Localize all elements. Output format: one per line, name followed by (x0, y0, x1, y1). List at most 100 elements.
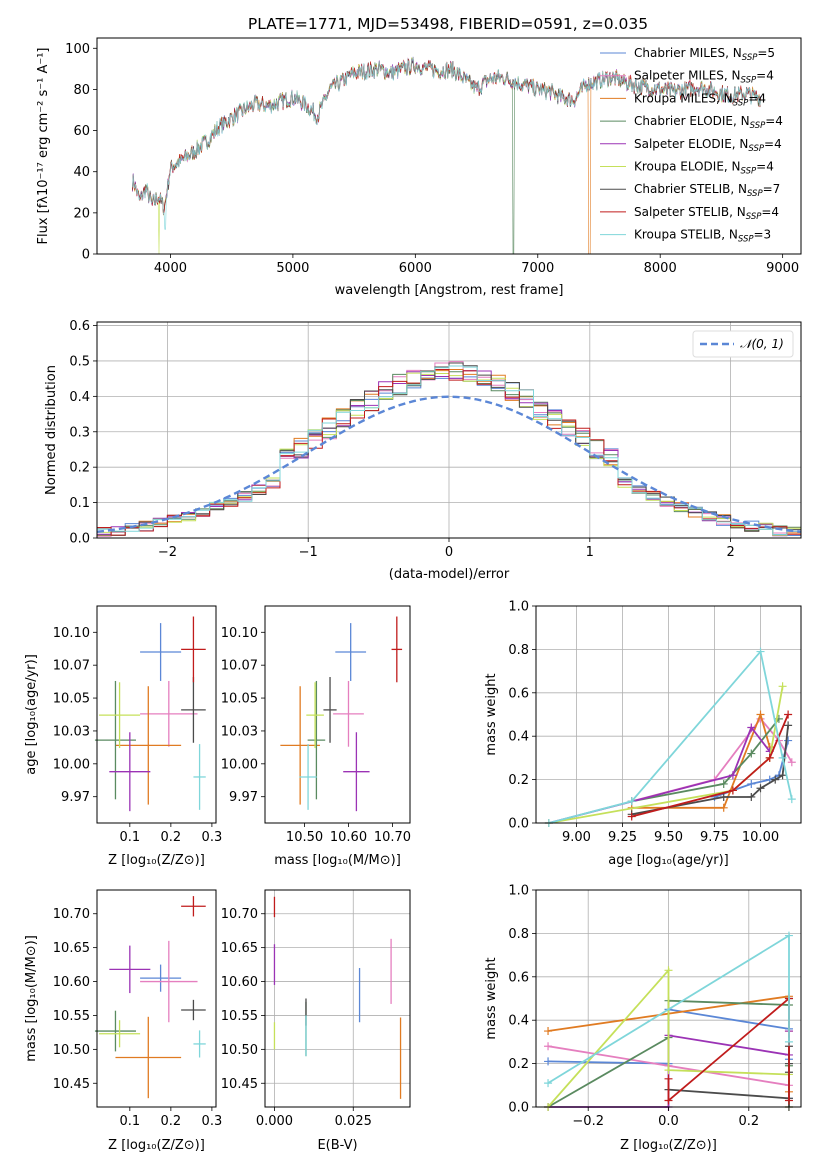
age-vs-mass-panel: 10.50 10.60 10.70 9.97 10.00 10.03 10.05 10.07 1… (221, 605, 411, 868)
mass-vs-Z-xtick-label: 0.3 (202, 1114, 223, 1129)
weight-point (778, 753, 787, 762)
weight-vs-Z-panel: −0.2 0.0 0.2 0.0 0.2 0.4 0.6 0.8 1.0 Z [log₁₀(Z/Z… (484, 884, 802, 1153)
spectrum-title: PLATE=1771, MJD=53498, FIBERID=0591, z=0… (248, 15, 648, 33)
spectrum-legend: Chabrier MILES, NSSP=5 Salpeter MILES, NS… (600, 46, 783, 245)
residual-ytick-label: 0.1 (69, 496, 90, 511)
age-vs-Z-ytick-label: 10.03 (53, 724, 90, 739)
spectrum-xtick-label: 4000 (154, 261, 187, 276)
mass-vs-Z-ticks: 0.1 0.2 0.3 10.45 10.50 10.55 10.60 10.65 10.70 (53, 907, 222, 1129)
weight-vs-age-ytick-label: 0.8 (508, 643, 529, 658)
weight-point (544, 1057, 553, 1066)
spectrum-ytick-label: 60 (73, 124, 90, 139)
age-vs-Z-xtick-label: 0.1 (119, 830, 140, 845)
spectrum-ytick-label: 80 (73, 83, 90, 98)
mass-vs-EBV-ytick-label: 10.65 (221, 941, 258, 956)
residual-ytick-label: 0.5 (69, 354, 90, 369)
weight-point (784, 1096, 793, 1105)
weight-point (544, 1027, 553, 1036)
weight-point (784, 931, 793, 940)
age-vs-mass-xtick-label: 10.70 (374, 830, 411, 845)
mass-vs-EBV-axes (264, 889, 411, 1108)
age-vs-mass-ticks: 10.50 10.60 10.70 9.97 10.00 10.03 10.05 10.07 1… (221, 626, 411, 845)
legend-label: Kroupa MILES, NSSP=4 (634, 91, 766, 108)
residual-ylabel: Normed distribution (44, 365, 59, 495)
spectrum-ytick-label: 100 (65, 42, 90, 57)
legend-label: Salpeter MILES, NSSP=4 (634, 69, 774, 86)
mass-vs-Z-xtick-label: 0.1 (119, 1114, 140, 1129)
weight-point (747, 779, 756, 788)
residual-ticks: −2 −1 0 1 2 0.0 0.1 0.2 0.3 0.4 0.5 0.6 (69, 319, 734, 560)
age-vs-Z-ytick-label: 10.10 (53, 626, 90, 641)
weight-point (719, 803, 728, 812)
residual-xtick-label: 0 (445, 545, 453, 560)
age-vs-mass-ytick-label: 10.03 (221, 724, 258, 739)
legend-label: Salpeter ELODIE, NSSP=4 (634, 137, 782, 154)
residual-ytick-label: 0.0 (69, 532, 90, 547)
age-vs-mass-ytick-label: 10.10 (221, 626, 258, 641)
mass-vs-Z-ytick-label: 10.65 (53, 941, 90, 956)
residual-ytick-label: 0.6 (69, 319, 90, 334)
age-vs-Z-xlabel: Z [log₁₀(Z/Z⊙)] (108, 853, 205, 868)
weight-point (778, 771, 787, 780)
mass-vs-Z-panel: 0.1 0.2 0.3 10.45 10.50 10.55 10.60 10.65 10.70 Z… (24, 889, 222, 1153)
legend-label: Kroupa ELODIE, NSSP=4 (634, 160, 774, 177)
spectrum-ytick-label: 20 (73, 206, 90, 221)
weight-point (756, 784, 765, 793)
weight-vs-Z-ticks: −0.2 0.0 0.2 0.0 0.2 0.4 0.6 0.8 1.0 (508, 884, 759, 1130)
spectrum-series-line (132, 57, 761, 230)
weight-point (765, 753, 774, 762)
age-vs-mass-axes (264, 605, 411, 824)
weight-point (784, 721, 793, 730)
weight-vs-Z-ylabel: mass weight (484, 957, 499, 1039)
mass-vs-EBV-xtick-label: 0.000 (256, 1114, 293, 1129)
weight-point (784, 1037, 793, 1046)
mass-vs-EBV-ytick-label: 10.50 (221, 1043, 258, 1058)
weight-vs-Z-marks (544, 931, 793, 1111)
weight-point (756, 647, 765, 656)
weight-vs-age-xtick-label: 10.00 (742, 830, 779, 845)
mass-vs-Z-ytick-label: 10.55 (53, 1009, 90, 1024)
spectrum-xtick-label: 5000 (276, 261, 309, 276)
age-vs-Z-marks (94, 616, 206, 812)
weight-series-line (548, 686, 784, 824)
spectrum-ytick-label: 0 (82, 248, 90, 263)
spectrum-ylabel: Flux [fλ10⁻¹⁷ erg cm⁻² s⁻¹ A⁻¹] (36, 48, 51, 245)
weight-vs-age-marks (544, 647, 796, 827)
age-vs-Z-ytick-label: 10.00 (53, 757, 90, 772)
weight-vs-age-xtick-label: 9.25 (608, 830, 637, 845)
residual-histogram (97, 369, 801, 536)
weight-vs-age-ytick-label: 0.6 (508, 686, 529, 701)
mass-vs-Z-axes (96, 889, 217, 1108)
weight-point (664, 1074, 673, 1083)
weight-point (747, 749, 756, 758)
spectrum-xtick-label: 9000 (766, 261, 799, 276)
weight-vs-Z-xlabel: Z [log₁₀(Z/Z⊙)] (620, 1138, 717, 1153)
residual-panel: −2 −1 0 1 2 0.0 0.1 0.2 0.3 0.4 0.5 0.6 (data-model… (44, 319, 802, 582)
age-vs-Z-axes (96, 605, 217, 824)
spectrum-xlabel: wavelength [Angstrom, rest frame] (335, 283, 564, 298)
age-vs-Z-ylabel: age [log₁₀(age/yr)] (24, 654, 39, 775)
weight-vs-age-xtick-label: 9.50 (654, 830, 683, 845)
weight-vs-Z-xtick-label: 0.0 (658, 1114, 679, 1129)
weight-vs-Z-ytick-label: 1.0 (508, 884, 529, 899)
mass-vs-EBV-panel: 0.000 0.025 10.45 10.50 10.55 10.60 10.65 10.70… (221, 889, 411, 1153)
weight-vs-age-axes (535, 605, 802, 824)
legend-label: Chabrier STELIB, NSSP=7 (634, 182, 780, 199)
spectrum-xtick-label: 6000 (399, 261, 432, 276)
weight-vs-age-ytick-label: 0.4 (508, 730, 529, 745)
weight-vs-Z-ytick-label: 0.6 (508, 970, 529, 985)
spectrum-ticks: 4000 5000 6000 7000 8000 9000 0 20 40 60 80 100 (65, 42, 799, 276)
weight-point (664, 1096, 673, 1105)
residual-ytick-label: 0.4 (69, 390, 90, 405)
mass-vs-Z-xlabel: Z [log₁₀(Z/Z⊙)] (108, 1138, 205, 1153)
mass-vs-EBV-ytick-label: 10.45 (221, 1077, 258, 1092)
weight-series-line (548, 649, 793, 824)
weight-vs-Z-ytick-label: 0.2 (508, 1057, 529, 1072)
age-vs-Z-panel: 0.1 0.2 0.3 9.97 10.00 10.03 10.05 10.07 10.10 Z … (24, 605, 223, 868)
weight-point (664, 966, 673, 975)
age-vs-Z-xtick-label: 0.3 (202, 830, 223, 845)
weight-point (664, 1066, 673, 1075)
spectrum-xtick-label: 8000 (644, 261, 677, 276)
residual-xtick-label: −1 (299, 545, 318, 560)
